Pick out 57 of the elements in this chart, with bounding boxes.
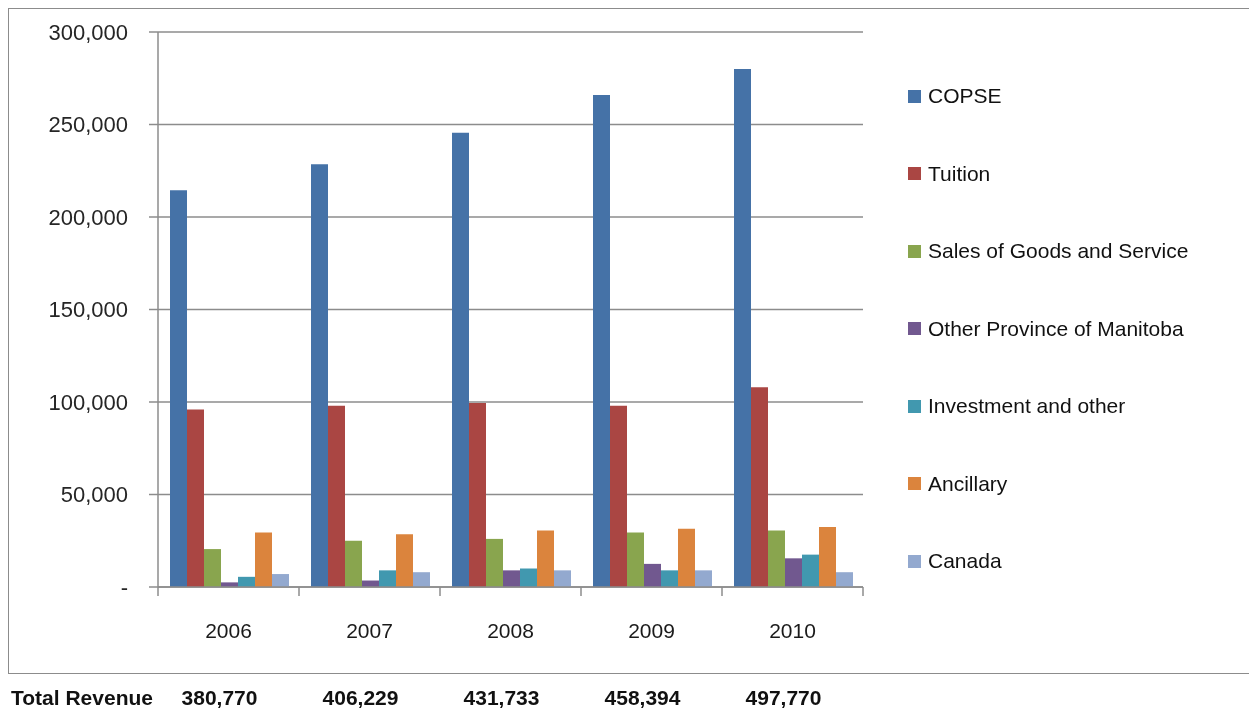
bar [537, 530, 554, 587]
y-tick-label: 200,000 [48, 204, 128, 230]
bar [627, 532, 644, 587]
x-tick-label: 2008 [487, 619, 534, 643]
bar [644, 563, 661, 587]
legend-label: Investment and other [928, 394, 1126, 418]
bar [610, 405, 627, 587]
legend-label: Ancillary [928, 471, 1008, 496]
text: Total Revenue [11, 686, 153, 709]
bar [734, 69, 751, 587]
y-tick-label: 50,000 [60, 482, 128, 508]
y-tick-label: 250,000 [48, 112, 128, 138]
bar [678, 528, 695, 587]
x-tick-label: 2006 [205, 619, 252, 643]
bar [593, 94, 610, 587]
bar [452, 132, 469, 587]
legend-label: Other Province of Manitoba [928, 316, 1184, 341]
bar [768, 530, 785, 587]
y-tick-label: 150,000 [48, 297, 128, 323]
bar [311, 164, 328, 587]
bar [554, 570, 571, 587]
text: 406,229 [322, 686, 399, 709]
bar [396, 534, 413, 587]
bar [503, 570, 520, 587]
bar [469, 402, 486, 587]
bar [751, 387, 768, 587]
x-tick-label: 2007 [346, 619, 393, 643]
bar [836, 572, 853, 587]
bar [661, 570, 678, 587]
legend-label: COPSE [928, 84, 1002, 108]
bar [255, 532, 272, 587]
y-tick-label: - [120, 574, 128, 600]
y-tick-label: 100,000 [48, 389, 128, 415]
text: 497,770 [745, 686, 822, 709]
bar [272, 574, 289, 587]
text: 458,394 [604, 686, 681, 709]
legend-label: Tuition [928, 161, 991, 186]
x-tick-label: 2009 [628, 619, 675, 643]
legend-label: Canada [928, 549, 1002, 573]
bar [802, 554, 819, 587]
bar [170, 190, 187, 587]
bar [187, 409, 204, 587]
bar [785, 558, 802, 587]
legend-label: Sales of Goods and Service [928, 239, 1189, 263]
bar [379, 570, 396, 587]
bar [204, 549, 221, 587]
bar [328, 405, 345, 587]
bar [486, 538, 503, 587]
bar [413, 572, 430, 587]
y-tick-label: 300,000 [48, 19, 128, 45]
x-tick-label: 2010 [769, 619, 816, 643]
bar [520, 568, 537, 587]
bar [345, 540, 362, 587]
text: 380,770 [181, 686, 258, 709]
text: 431,733 [463, 686, 540, 709]
bar [695, 570, 712, 587]
bar [819, 526, 836, 587]
